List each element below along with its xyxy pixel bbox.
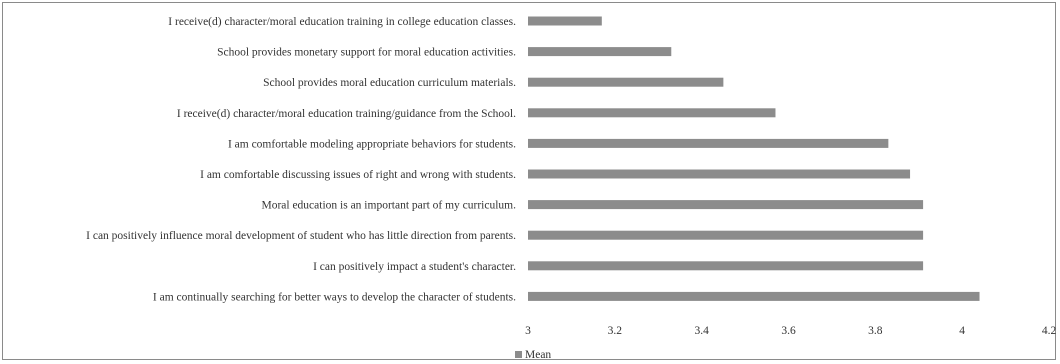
bar (528, 108, 776, 118)
category-labels: I receive(d) character/moral education t… (86, 16, 516, 303)
category-label: School provides moral education curricul… (263, 77, 516, 89)
x-tick-label: 4 (959, 325, 965, 337)
category-label: I am continually searching for better wa… (153, 291, 516, 303)
bar-chart: I receive(d) character/moral education t… (86, 16, 1056, 361)
x-tick-label: 3 (525, 325, 531, 337)
x-tick-label: 3.6 (781, 325, 796, 337)
bar (528, 261, 924, 271)
category-label: I receive(d) character/moral education t… (168, 16, 516, 28)
x-tick-label: 3.2 (608, 325, 623, 337)
category-label: Moral education is an important part of … (261, 200, 516, 212)
bar (528, 77, 724, 87)
bar (528, 291, 980, 301)
bar (528, 138, 889, 148)
bar (528, 200, 924, 210)
category-label: I receive(d) character/moral education t… (177, 108, 516, 120)
legend-label-mean: Mean (525, 349, 551, 361)
category-label: School provides monetary support for mor… (217, 47, 516, 59)
x-tick-label: 3.8 (868, 325, 883, 337)
category-label: I am comfortable modeling appropriate be… (228, 138, 516, 150)
x-axis-ticks: 3 3.2 3.4 3.6 3.8 4 4.2 (525, 325, 1056, 337)
bar (528, 16, 602, 26)
bar (528, 169, 911, 179)
legend: Mean (515, 349, 551, 361)
bar (528, 47, 672, 57)
legend-swatch-mean (515, 351, 522, 358)
category-label: I can positively impact a student's char… (313, 261, 516, 273)
x-tick-label: 3.4 (694, 325, 709, 337)
bar (528, 230, 924, 240)
bars-layer (528, 16, 980, 301)
category-label: I am comfortable discussing issues of ri… (200, 169, 516, 181)
category-label: I can positively influence moral develop… (86, 230, 516, 242)
x-tick-label: 4.2 (1042, 325, 1057, 337)
